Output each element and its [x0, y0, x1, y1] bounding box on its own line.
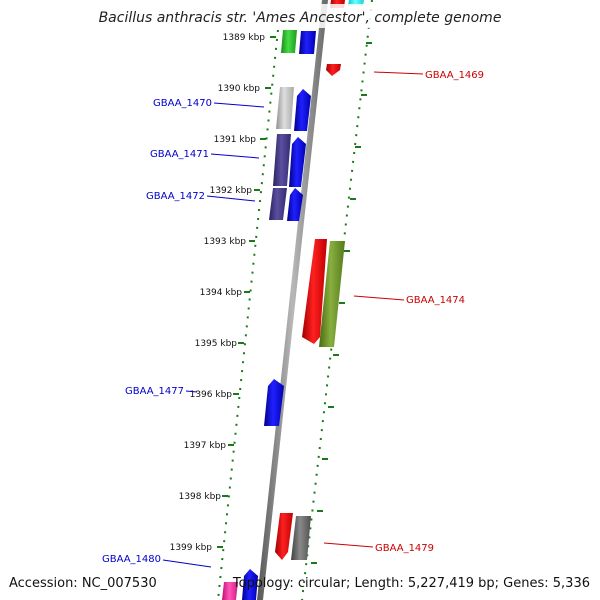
- kbp-label-1390: 1390 kbp: [218, 84, 261, 94]
- gene-label-gbaa-1472[interactable]: GBAA_1472: [146, 191, 205, 202]
- gene-label-gbaa-1477[interactable]: GBAA_1477: [125, 386, 184, 397]
- gene-feature-gbaa-1472-slate[interactable]: [269, 188, 287, 220]
- kbp-label-1392: 1392 kbp: [210, 186, 253, 196]
- gene-feature-green[interactable]: [281, 30, 297, 53]
- genome-backbone: [257, 0, 328, 600]
- title-backdrop: [100, 4, 500, 28]
- map-title: Bacillus anthracis str. 'Ames Ancestor',…: [99, 10, 502, 26]
- kbp-label-1393: 1393 kbp: [204, 237, 247, 247]
- gene-feature-magenta[interactable]: [222, 582, 238, 600]
- gene-feature-gbaa-1479-gray[interactable]: [291, 516, 311, 560]
- kbp-label-1399: 1399 kbp: [170, 543, 213, 553]
- gene-label-gbaa-1479[interactable]: GBAA_1479: [375, 543, 434, 554]
- outer-tick-marks: [311, 42, 372, 564]
- gene-feature-blue-1389[interactable]: [299, 31, 316, 54]
- gene-label-gbaa-1474[interactable]: GBAA_1474: [406, 295, 465, 306]
- gene-label-gbaa-1470[interactable]: GBAA_1470: [153, 98, 212, 109]
- kbp-label-1396: 1396 kbp: [190, 390, 233, 400]
- kbp-label-1394: 1394 kbp: [200, 288, 243, 298]
- gene-label-gbaa-1480[interactable]: GBAA_1480: [102, 554, 161, 565]
- gene-label-gbaa-1471[interactable]: GBAA_1471: [150, 149, 209, 160]
- kbp-label-1395: 1395 kbp: [195, 339, 238, 349]
- kbp-tick-marks: [217, 36, 276, 548]
- kbp-label-1389: 1389 kbp: [223, 33, 266, 43]
- kbp-label-1391: 1391 kbp: [214, 135, 257, 145]
- genome-stats-text: Topology: circular; Length: 5,227,419 bp…: [232, 576, 590, 591]
- kbp-label-1398: 1398 kbp: [179, 492, 222, 502]
- gene-feature-gbaa-1470-blue[interactable]: [294, 89, 311, 131]
- gene-feature-gbaa-1471-slate[interactable]: [273, 134, 291, 186]
- gene-feature-gbaa-1470-gray[interactable]: [276, 87, 294, 129]
- gene-feature-gbaa-1474-olive[interactable]: [319, 241, 345, 347]
- gene-feature-gbaa-1477[interactable]: [264, 379, 284, 426]
- callout-lines: [162, 71, 424, 568]
- gene-feature-gbaa-1471-blue[interactable]: [289, 137, 306, 187]
- inner-dotted-ring: [217, 29, 279, 600]
- gene-feature-gbaa-1480-blue[interactable]: [242, 569, 258, 600]
- outer-dotted-ring: [301, 0, 373, 600]
- gene-feature-gbaa-1479-red[interactable]: [275, 513, 293, 560]
- kbp-label-1397: 1397 kbp: [184, 441, 227, 451]
- gene-feature-gbaa-1472-blue[interactable]: [287, 188, 303, 221]
- accession-text: Accession: NC_007530: [9, 576, 157, 591]
- gene-feature-gbaa-1469[interactable]: [326, 64, 341, 76]
- gene-label-gbaa-1469[interactable]: GBAA_1469: [425, 70, 484, 81]
- gene-feature-gbaa-1474-red[interactable]: [302, 239, 327, 344]
